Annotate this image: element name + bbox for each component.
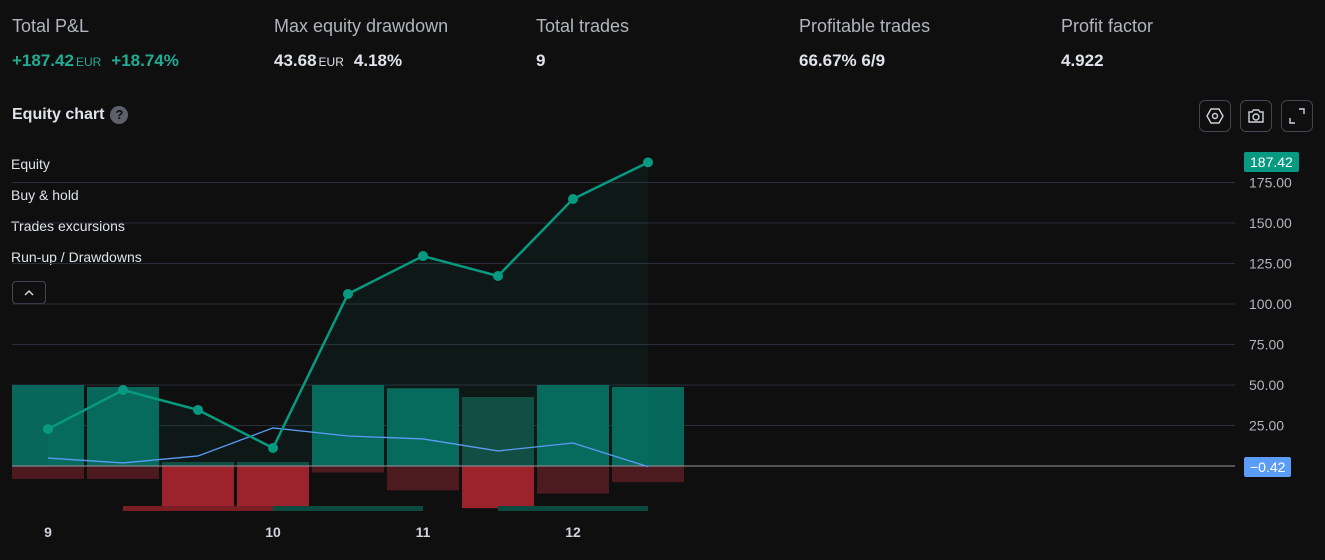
runup-bar <box>162 461 234 466</box>
runup-bar <box>312 385 384 466</box>
stat-label: Total trades <box>536 16 630 36</box>
stat-4: Profit factor 4.922 <box>1061 16 1153 71</box>
equity-point <box>343 288 353 299</box>
drawdown-bar <box>612 466 684 483</box>
drawdown-bar <box>462 466 534 509</box>
buyhold-value-badge: −0.42 <box>1244 456 1292 477</box>
x-tick-label: 10 <box>265 524 281 540</box>
legend-buy-hold[interactable]: Buy & hold <box>11 187 79 203</box>
drawdown-bar <box>162 466 234 509</box>
drawdown-bar <box>387 466 459 491</box>
settings-button[interactable] <box>1199 100 1231 132</box>
legend-trades-excursions[interactable]: Trades excursions <box>11 218 125 234</box>
y-tick-label: 125.00 <box>1249 256 1292 272</box>
buyhold-line <box>47 427 649 468</box>
legend-equity[interactable]: Equity <box>11 156 50 172</box>
screenshot-button[interactable] <box>1240 100 1272 132</box>
fullscreen-button[interactable] <box>1281 100 1313 132</box>
stat-label: Profitable trades <box>799 16 931 36</box>
stat-extra: 4.18% <box>353 51 403 70</box>
period-bar <box>498 506 648 511</box>
stat-value: +187.42 EUR +18.74% <box>12 51 179 71</box>
stat-value: 9 <box>536 51 629 71</box>
stat-number: 4.922 <box>1061 51 1104 70</box>
x-tick-label: 9 <box>44 524 52 540</box>
period-bar <box>123 506 273 511</box>
expand-icon <box>1289 108 1305 124</box>
chart-title: Equity chart? <box>12 106 129 124</box>
stat-number: 66.67% <box>799 51 857 70</box>
equity-point <box>643 157 653 168</box>
stat-2: Total trades 9 <box>536 16 629 71</box>
stat-currency: EUR <box>75 55 102 69</box>
y-tick-label: 25.00 <box>1249 418 1284 434</box>
x-tick-label: 11 <box>416 524 431 540</box>
stat-extra: +18.74% <box>111 51 179 70</box>
period-bar <box>273 506 423 511</box>
drawdown-bar <box>537 466 609 494</box>
y-tick-label: 50.00 <box>1249 377 1284 393</box>
drawdown-bar <box>312 466 384 473</box>
stat-3: Profitable trades 66.67% 6/9 <box>799 16 930 71</box>
runup-bar <box>612 386 684 466</box>
help-icon[interactable]: ? <box>110 106 129 124</box>
equity-point <box>568 194 578 205</box>
runup-bar <box>237 461 309 466</box>
equity-point <box>418 251 428 262</box>
runup-bar <box>537 385 609 466</box>
stat-value: 66.67% 6/9 <box>799 51 930 71</box>
drawdown-bar <box>87 466 159 479</box>
stat-currency: EUR <box>318 55 344 69</box>
drawdown-bar <box>12 466 84 479</box>
chart-title-text: Equity chart <box>12 106 105 123</box>
equity-point <box>268 443 278 454</box>
stat-extra: 6/9 <box>861 51 886 70</box>
legend-runup-drawdowns[interactable]: Run-up / Drawdowns <box>11 249 142 265</box>
y-tick-label: 150.00 <box>1249 215 1292 231</box>
stat-value: 4.922 <box>1061 51 1153 71</box>
drawdown-bar <box>237 466 309 509</box>
stat-label: Total P&L <box>12 16 90 36</box>
stat-number: +187.42 <box>12 51 74 70</box>
equity-area <box>48 162 648 467</box>
equity-point <box>43 424 53 435</box>
equity-value-badge: 187.42 <box>1244 152 1299 173</box>
stat-0: Total P&L +187.42 EUR +18.74% <box>12 16 179 71</box>
equity-point <box>493 270 503 281</box>
stat-1: Max equity drawdown 43.68 EUR 4.18% <box>274 16 448 71</box>
stat-label: Profit factor <box>1061 16 1154 36</box>
runup-bar <box>387 388 459 466</box>
stat-number: 9 <box>536 51 546 70</box>
equity-point <box>193 404 203 415</box>
stat-number: 43.68 <box>274 51 317 70</box>
y-tick-label: 175.00 <box>1249 175 1292 191</box>
hexagon-settings-icon <box>1206 108 1224 124</box>
equity-point <box>118 385 128 396</box>
chevron-up-icon <box>24 289 34 296</box>
y-tick-label: 100.00 <box>1249 296 1292 312</box>
stat-label: Max equity drawdown <box>274 16 449 36</box>
stat-value: 43.68 EUR 4.18% <box>274 51 448 71</box>
runup-bar <box>462 396 534 466</box>
runup-bar <box>87 386 159 466</box>
x-tick-label: 12 <box>565 524 581 540</box>
y-tick-label: 75.00 <box>1249 337 1284 353</box>
camera-icon <box>1248 109 1264 123</box>
